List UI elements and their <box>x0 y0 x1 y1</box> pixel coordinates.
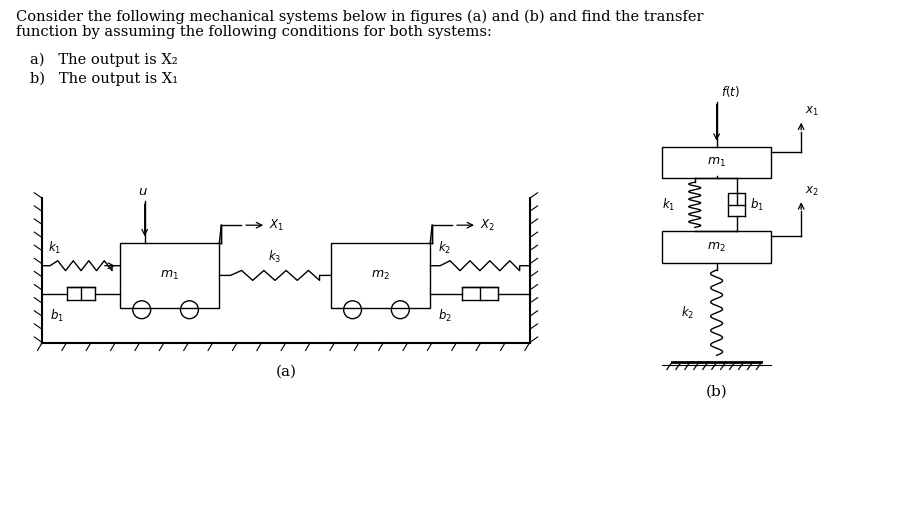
Text: $m_1$: $m_1$ <box>160 269 179 282</box>
Text: (b): (b) <box>706 384 727 398</box>
Text: $m_2$: $m_2$ <box>371 269 390 282</box>
Text: $x_1$: $x_1$ <box>805 105 819 118</box>
Text: $m_2$: $m_2$ <box>707 240 726 254</box>
Text: $f(t)$: $f(t)$ <box>721 84 740 99</box>
Text: $u$: $u$ <box>138 185 148 198</box>
Bar <box>330 243 431 308</box>
Text: $X_1$: $X_1$ <box>269 218 284 233</box>
Text: $k_2$: $k_2$ <box>438 240 452 256</box>
Text: $b_1$: $b_1$ <box>50 308 64 324</box>
Text: $k_1$: $k_1$ <box>49 240 62 256</box>
Text: $x_2$: $x_2$ <box>805 185 819 198</box>
Text: $b_2$: $b_2$ <box>438 308 452 324</box>
Text: a)   The output is X₂: a) The output is X₂ <box>30 52 178 66</box>
Text: b)   The output is X₁: b) The output is X₁ <box>30 72 178 87</box>
Text: $k_1$: $k_1$ <box>662 197 675 213</box>
Bar <box>662 147 771 178</box>
Text: $k_2$: $k_2$ <box>681 305 695 321</box>
Text: Consider the following mechanical systems below in figures (a) and (b) and find : Consider the following mechanical system… <box>17 9 704 24</box>
Text: (a): (a) <box>275 365 297 379</box>
Bar <box>662 231 771 263</box>
Text: $k_3$: $k_3$ <box>268 249 282 265</box>
Text: function by assuming the following conditions for both systems:: function by assuming the following condi… <box>17 25 492 39</box>
Text: $m_1$: $m_1$ <box>707 156 726 169</box>
Text: $X_2$: $X_2$ <box>480 218 495 233</box>
Bar <box>120 243 219 308</box>
Text: $b_1$: $b_1$ <box>750 197 765 213</box>
